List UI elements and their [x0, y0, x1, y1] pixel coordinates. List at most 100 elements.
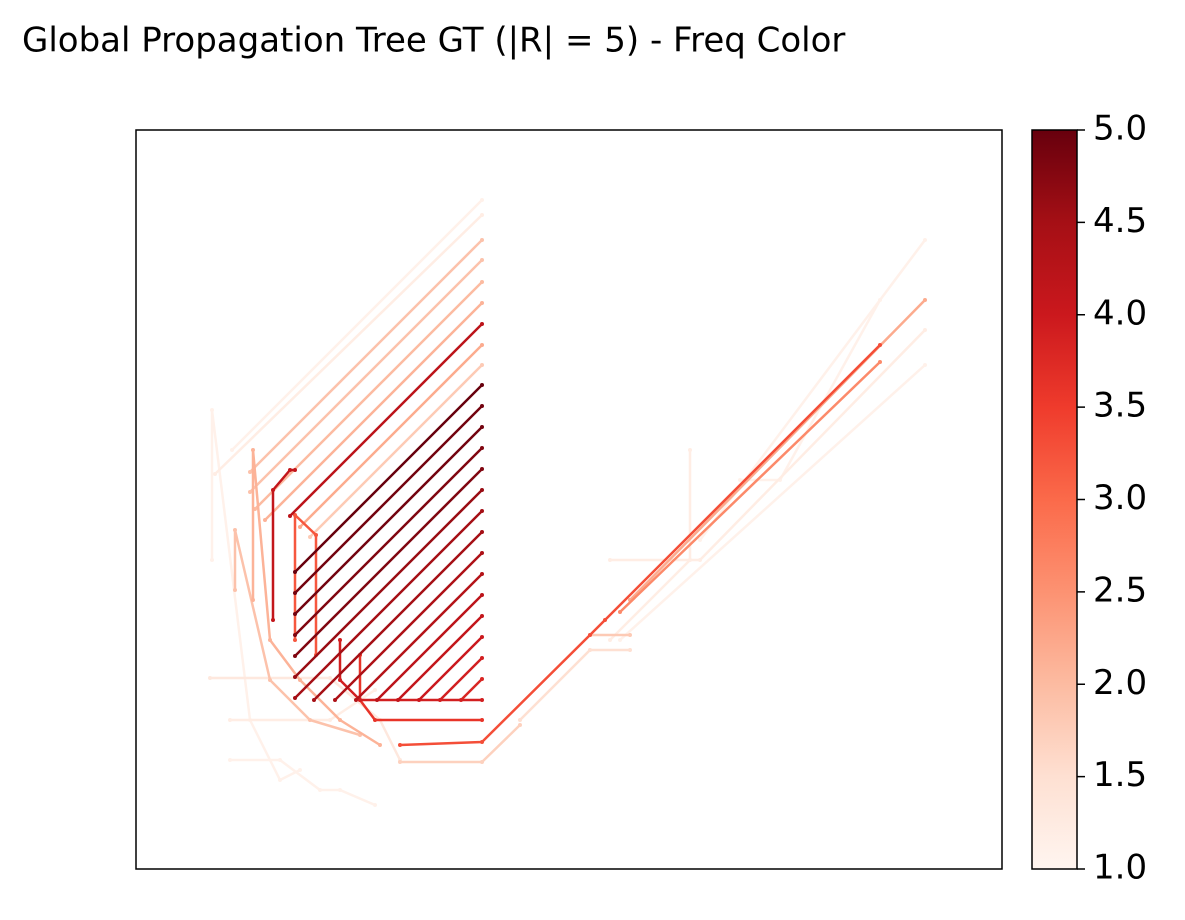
node — [480, 572, 484, 576]
node — [328, 718, 332, 722]
node — [293, 612, 297, 616]
node — [293, 696, 297, 700]
node — [417, 698, 421, 702]
node — [480, 238, 484, 242]
node — [268, 678, 272, 682]
node — [588, 633, 592, 637]
node — [263, 518, 267, 522]
edge — [264, 302, 483, 521]
node — [333, 698, 337, 702]
colorbar-tick-label: 4.5 — [1093, 201, 1147, 241]
chart-title: Global Propagation Tree GT (|R| = 5) - F… — [22, 21, 845, 61]
node — [480, 404, 484, 408]
node — [298, 678, 302, 682]
node — [308, 718, 312, 722]
edge — [254, 281, 483, 510]
node — [208, 676, 212, 680]
node — [480, 635, 484, 639]
node — [358, 698, 362, 702]
node — [603, 618, 607, 622]
edge — [397, 615, 483, 701]
node — [628, 648, 632, 652]
node — [878, 360, 882, 364]
colorbar-tick-label: 2.0 — [1093, 663, 1147, 703]
edge — [619, 364, 926, 641]
node — [480, 213, 484, 217]
edge — [460, 678, 483, 701]
node — [228, 718, 232, 722]
node — [314, 533, 318, 537]
node — [278, 778, 282, 782]
node — [233, 528, 237, 532]
node — [698, 538, 702, 542]
node — [480, 488, 484, 492]
colorbar-tick-label: 5.0 — [1093, 109, 1147, 149]
edge — [309, 364, 483, 538]
edge — [299, 344, 483, 528]
node — [480, 301, 484, 305]
node — [480, 446, 484, 450]
node — [248, 490, 252, 494]
node — [293, 513, 297, 517]
node — [480, 698, 484, 702]
colorbar-tick-label: 2.5 — [1093, 570, 1147, 610]
node — [688, 448, 692, 452]
node — [268, 638, 272, 642]
node — [251, 598, 255, 602]
node — [480, 530, 484, 534]
edge — [294, 426, 483, 615]
node — [288, 514, 292, 518]
node — [480, 363, 484, 367]
node — [588, 648, 592, 652]
node — [480, 614, 484, 618]
edge — [294, 384, 483, 573]
node — [923, 363, 927, 367]
node — [480, 656, 484, 660]
edge — [619, 361, 881, 613]
plot-frame — [135, 129, 1003, 870]
node — [338, 638, 342, 642]
node — [923, 298, 927, 302]
node — [373, 718, 377, 722]
node — [378, 743, 382, 747]
node — [688, 558, 692, 562]
node — [312, 698, 316, 702]
edge — [230, 758, 376, 807]
node — [480, 593, 484, 597]
node — [338, 718, 342, 722]
node — [618, 610, 622, 614]
edge — [271, 468, 295, 620]
node — [480, 677, 484, 681]
colorbar-tick-label: 4.0 — [1093, 293, 1147, 333]
node — [698, 558, 702, 562]
node — [480, 718, 484, 722]
node — [293, 591, 297, 595]
node — [923, 238, 927, 242]
edge — [289, 323, 483, 517]
node — [618, 638, 622, 642]
node — [480, 551, 484, 555]
edge — [294, 468, 483, 657]
node — [338, 788, 342, 792]
edge — [294, 489, 483, 678]
edge — [376, 594, 483, 701]
edge — [294, 447, 483, 636]
node — [608, 638, 612, 642]
node — [338, 678, 342, 682]
edge — [294, 405, 483, 594]
node — [396, 698, 400, 702]
node — [518, 718, 522, 722]
node — [878, 298, 882, 302]
node — [480, 760, 484, 764]
node — [628, 633, 632, 637]
edge — [355, 573, 483, 701]
edge — [338, 640, 482, 702]
colorbar-tick-label: 3.0 — [1093, 478, 1147, 518]
node — [278, 758, 282, 762]
node — [328, 676, 332, 680]
node — [271, 618, 275, 622]
node — [608, 558, 612, 562]
node — [923, 328, 927, 332]
node — [293, 633, 297, 637]
edge — [418, 636, 483, 701]
